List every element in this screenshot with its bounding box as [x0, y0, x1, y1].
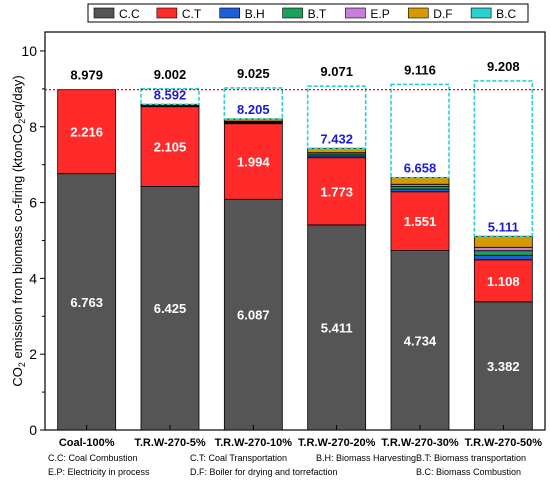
x-category-label: T.R.W-270-50%: [465, 437, 543, 449]
bar-bc-4: [390, 83, 450, 179]
cc-value-label: 6.425: [154, 301, 187, 316]
bar-df-3: [307, 147, 367, 154]
bar-ct-2: [223, 123, 283, 200]
total-label: 8.979: [70, 68, 103, 83]
bar-cc-3: [307, 224, 367, 431]
bar-df-2: [223, 118, 283, 122]
ct-value-label: 1.551: [404, 214, 437, 229]
legend-label-df: D.F: [433, 7, 452, 21]
y-tick-label: 2: [29, 346, 37, 362]
bar-cc-4: [390, 250, 450, 431]
ct-value-label: 1.108: [487, 274, 520, 289]
bar-bc-1: [140, 87, 200, 106]
footnote-ep: E.P: Electricity in process: [48, 467, 150, 477]
y-axis-title: CO2 emission from biomass co-firing (kto…: [10, 75, 27, 386]
x-category-label: T.R.W-270-5%: [134, 437, 206, 449]
data-labels: 6.763 2.216 8.979 6.425 2.105 9.002 8.592 6.087…: [70, 59, 519, 374]
x-category-label: T.R.W-270-30%: [381, 437, 459, 449]
cc-value-label: 3.382: [487, 359, 520, 374]
legend-swatch-ep: [345, 7, 366, 19]
bar-bh-4: [390, 188, 450, 193]
y-tick-label: 10: [21, 43, 37, 59]
footnote-bc: B.C: Biomass Combustion: [416, 467, 522, 477]
bar-ct-3: [307, 157, 367, 226]
ct-value-label: 1.994: [237, 154, 270, 169]
legend-label-ep: E.P: [370, 7, 389, 21]
footnote-bt: B.T: Biomass transportation: [416, 453, 527, 463]
legend-label-bh: B.H: [245, 7, 265, 21]
excl-bc-total-label: 6.658: [404, 161, 437, 176]
bar-cc-1: [140, 186, 200, 431]
excl-bc-total-label: 5.111: [488, 219, 519, 234]
legend-label-ct: C.T: [182, 7, 202, 21]
legend-label-bc: B.C: [496, 7, 516, 21]
plot-frame: [44, 31, 546, 431]
cc-value-label: 6.087: [237, 308, 270, 323]
legend-swatch-df: [407, 7, 429, 19]
y-tick-label: 0: [29, 422, 37, 438]
legend: C.C C.T B.H B.T E.P D.F B.C: [87, 3, 529, 23]
footnote-cc: C.C: Coal Combustion: [48, 453, 138, 463]
footnote-bh: B.H: Biomass Harvesting: [316, 453, 417, 463]
ct-value-label: 1.773: [320, 184, 353, 199]
footnote-ct: C.T: Coal Transportation: [190, 453, 288, 463]
total-label: 9.002: [154, 67, 187, 82]
bar-ct-4: [390, 191, 450, 251]
svg-text:CO2 emission from biomass co-f: CO2 emission from biomass co-firing (kto…: [10, 75, 27, 386]
y-tick-label: 6: [29, 195, 37, 211]
legend-swatch-cc: [93, 7, 115, 19]
bar-cc-2: [223, 198, 283, 431]
excl-bc-total-label: 8.205: [237, 102, 270, 117]
bar-cc-0: [57, 173, 117, 431]
bar-bc-5: [473, 80, 534, 238]
total-label: 9.116: [404, 62, 436, 77]
total-label: 9.071: [320, 64, 353, 79]
cc-value-label: 5.411: [321, 320, 353, 335]
bar-bt-4: [390, 185, 450, 190]
x-category-label: Coal-100%: [59, 437, 115, 449]
x-axis-labels: Coal-100% T.R.W-270-5% T.R.W-270-10% T.R.W-…: [59, 437, 542, 449]
excl-bc-total-label: 8.592: [154, 87, 187, 102]
total-label: 9.208: [487, 59, 520, 74]
legend-label-bt: B.T: [308, 7, 327, 21]
x-category-label: T.R.W-270-10%: [215, 437, 293, 449]
ct-value-label: 2.216: [70, 125, 103, 140]
legend-swatch-bh: [219, 7, 241, 19]
footnote-df: D.F: Boiler for drying and torrefaction: [190, 467, 338, 477]
bar-bh-5: [473, 254, 533, 261]
legend-swatch-bc: [470, 7, 492, 19]
x-category-label: T.R.W-270-20%: [298, 437, 376, 449]
cc-value-label: 4.734: [404, 333, 437, 348]
bar-cc-5: [473, 301, 533, 431]
y-tick-label: 8: [29, 119, 37, 135]
bar-df-4: [390, 177, 450, 185]
bar-df-5: [473, 235, 533, 248]
bars: [57, 80, 534, 431]
legend-label-cc: C.C: [119, 7, 140, 21]
bar-ct-1: [140, 106, 200, 187]
bar-bt-5: [473, 250, 533, 256]
excl-bc-total-label: 7.432: [320, 131, 353, 146]
legend-swatch-ct: [156, 7, 178, 19]
y-axis: 0 2 4 6 8 10: [21, 43, 45, 438]
bar-bc-2: [223, 87, 284, 120]
bar-ep-5: [473, 246, 533, 252]
legend-swatch-bt: [282, 7, 303, 19]
bar-ct-5: [473, 259, 533, 303]
bar-ct-0: [57, 89, 117, 175]
total-label: 9.025: [237, 66, 270, 81]
cc-value-label: 6.763: [70, 295, 103, 310]
y-tick-label: 4: [29, 270, 37, 286]
ct-value-label: 2.105: [154, 140, 187, 155]
